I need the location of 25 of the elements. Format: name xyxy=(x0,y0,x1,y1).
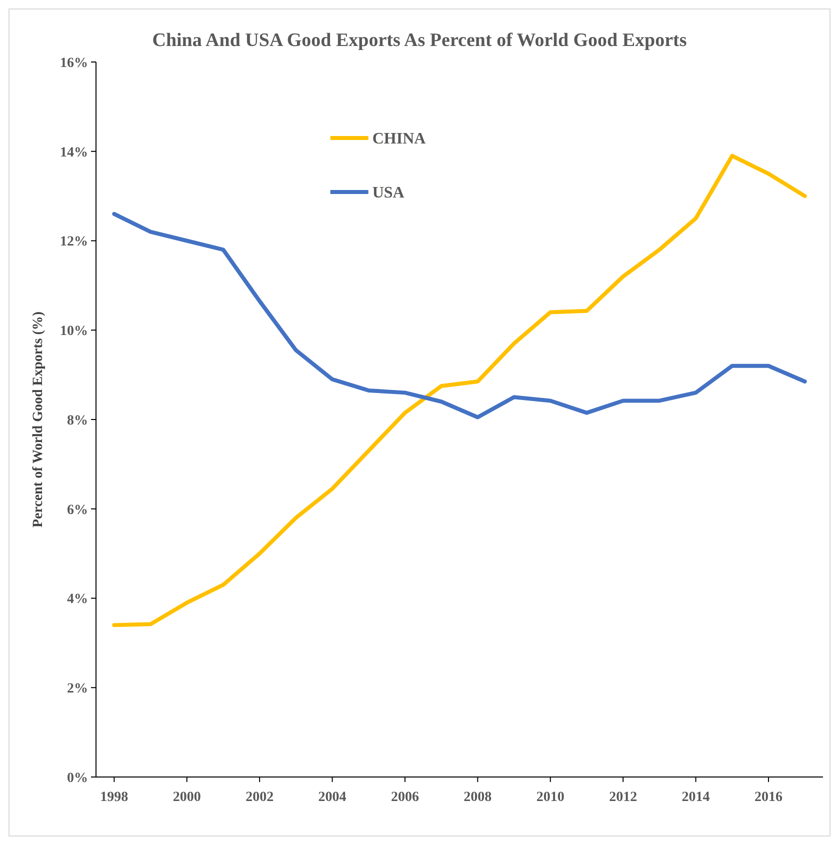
x-tick-label: 2000 xyxy=(172,790,201,805)
x-tick-label: 2016 xyxy=(754,790,782,805)
y-tick-label: 8% xyxy=(67,413,88,428)
x-tick-label: 2008 xyxy=(464,790,492,805)
legend-label: USA xyxy=(372,184,405,202)
x-tick-label: 2002 xyxy=(246,790,274,805)
x-tick-label: 2012 xyxy=(609,790,638,805)
x-tick-label: 2010 xyxy=(536,790,564,805)
x-tick-label: 2006 xyxy=(390,790,419,805)
x-tick-label: 2004 xyxy=(318,790,346,805)
y-tick-label: 0% xyxy=(67,770,88,786)
y-tick-label: 14% xyxy=(60,145,88,160)
y-tick-label: 10% xyxy=(60,324,88,340)
x-tick-label: 1998 xyxy=(100,790,128,805)
line-series xyxy=(112,154,807,628)
y-tick-label: 12% xyxy=(60,234,88,250)
chart-title: China And USA Good Exports As Percent of World Good Exports xyxy=(152,30,687,51)
y-tick-label: 4% xyxy=(67,592,88,608)
y-tick-label: 16% xyxy=(60,56,88,71)
legend-label: CHINA xyxy=(372,130,426,148)
y-tick-label: 6% xyxy=(67,502,88,518)
x-tick-label: 2014 xyxy=(682,790,710,805)
y-axis-title: Percent of World Good Exports (%) xyxy=(31,311,46,528)
line-series xyxy=(112,212,807,420)
y-tick-label: 2% xyxy=(67,682,88,697)
